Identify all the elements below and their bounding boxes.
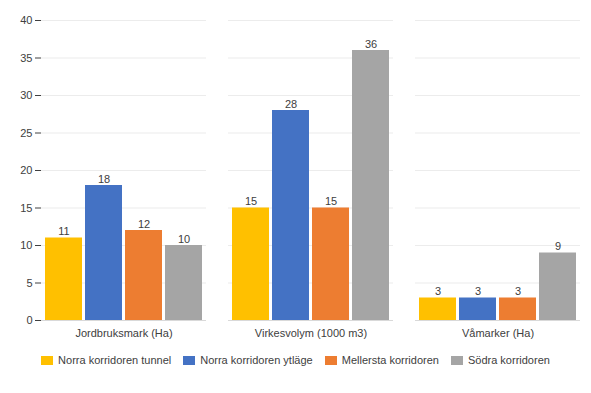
svg-text:15: 15: [20, 202, 32, 214]
svg-text:Våmarker (Ha): Våmarker (Ha): [462, 327, 534, 339]
svg-text:0: 0: [26, 314, 32, 326]
svg-text:28: 28: [285, 98, 297, 110]
svg-text:15: 15: [245, 195, 257, 207]
svg-text:36: 36: [365, 38, 377, 50]
svg-text:9: 9: [555, 240, 561, 252]
html-text:Norra korridoren tunnel: Norra korridoren tunnel: [58, 354, 172, 366]
svg-text:3: 3: [475, 285, 481, 297]
svg-text:11: 11: [58, 225, 69, 237]
svg-text:Virkesvolym (1000 m3): Virkesvolym (1000 m3): [255, 327, 367, 339]
svg-text:Jordbruksmark (Ha): Jordbruksmark (Ha): [75, 327, 172, 339]
svg-text:10: 10: [178, 233, 190, 245]
html-text:Mellersta korridoren: Mellersta korridoren: [341, 354, 439, 366]
svg-text:3: 3: [435, 285, 441, 297]
svg-text:5: 5: [26, 277, 32, 289]
svg-text:40: 40: [20, 14, 32, 26]
svg-text:10: 10: [20, 239, 32, 251]
svg-text:15: 15: [325, 195, 337, 207]
svg-text:18: 18: [98, 173, 110, 185]
svg-text:35: 35: [20, 52, 32, 64]
html-text:Södra korridoren: Södra korridoren: [467, 354, 550, 366]
svg-text:12: 12: [138, 218, 150, 230]
svg-text:25: 25: [20, 127, 32, 139]
svg-text:30: 30: [20, 89, 32, 101]
html-text:Norra korridoren ytläge: Norra korridoren ytläge: [200, 354, 313, 366]
svg-text:3: 3: [515, 285, 521, 297]
svg-text:20: 20: [20, 164, 32, 176]
